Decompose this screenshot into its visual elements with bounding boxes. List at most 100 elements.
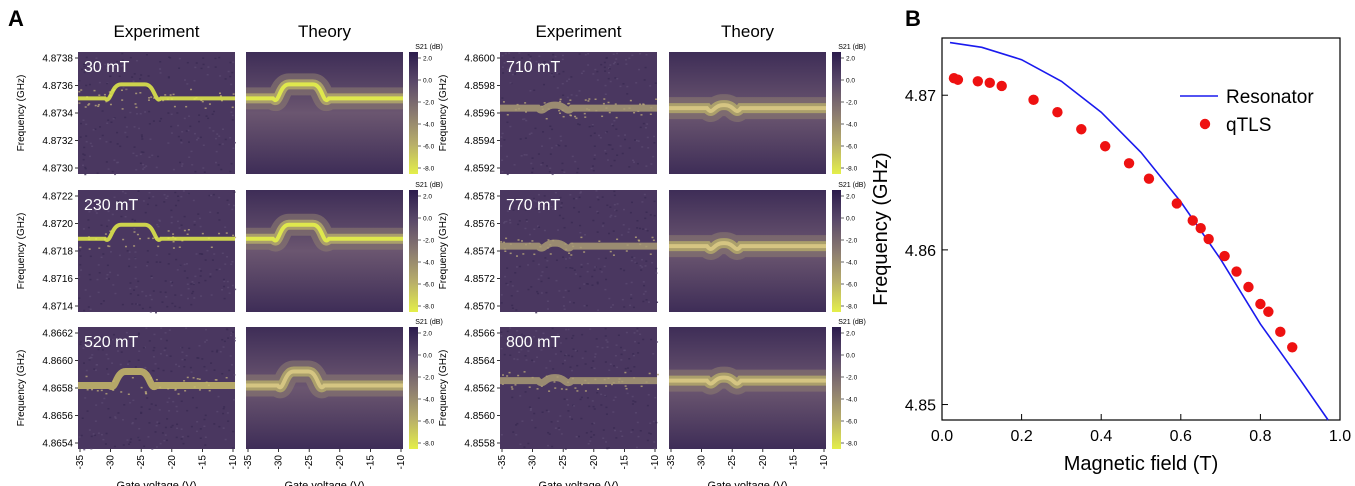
noise-pixel [222,346,225,348]
noise-pixel [562,70,565,73]
noise-pixel [197,213,200,215]
noise-pixel [500,294,503,296]
noise-pixel [210,294,213,296]
noise-pixel [584,390,587,392]
noise-pixel [104,443,107,445]
noise-pixel [603,265,606,268]
colorbar-tick-label: -6.0 [423,282,435,289]
noise-pixel [584,53,587,56]
noise-pixel [106,264,109,267]
noise-pixel [224,438,227,441]
noise-pixel [568,78,571,80]
noise-pixel [223,406,226,408]
noise-pixel [528,233,531,236]
noise-pixel [140,411,143,414]
noise-pixel [193,132,196,135]
noise-pixel [556,72,559,74]
noise-pixel [625,331,628,334]
noise-pixel [223,280,226,283]
noise-pixel [96,172,99,174]
noise-pixel [174,388,177,390]
noise-pixel [220,99,223,102]
noise-pixel [559,342,562,344]
noise-pixel [591,423,594,425]
noise-pixel [634,236,637,238]
noise-pixel [630,281,633,284]
noise-pixel [134,277,137,280]
noise-pixel [549,153,552,155]
noise-pixel [114,292,117,295]
noise-pixel [120,89,123,92]
noise-pixel [655,272,658,274]
noise-pixel [186,283,189,285]
noise-pixel [649,214,652,216]
noise-pixel [82,153,85,155]
qtls-point [1143,173,1155,184]
noise-pixel [195,139,198,141]
noise-pixel [187,129,190,132]
noise-pixel [139,162,142,164]
column-title-experiment-2: Experiment [536,22,622,41]
noise-pixel [90,356,93,359]
noise-pixel [590,367,593,369]
noise-pixel [566,80,569,82]
noise-pixel [165,197,168,200]
legend-qtls-swatch [1199,118,1211,130]
noise-pixel [144,366,147,369]
noise-pixel [513,164,516,166]
noise-pixel [187,288,190,290]
noise-pixel [624,385,627,387]
noise-pixel [118,254,121,257]
noise-pixel [146,261,149,263]
noise-pixel [160,327,163,329]
noise-pixel [129,293,132,295]
noise-pixel [652,155,655,158]
noise-pixel [100,303,103,305]
noise-pixel [642,338,645,341]
noise-pixel [83,448,86,451]
noise-pixel [164,291,167,294]
noise-pixel [152,349,155,352]
noise-pixel [656,341,659,343]
noise-pixel [87,306,90,308]
noise-pixel [563,171,566,174]
noise-pixel [519,443,522,445]
noise-pixel [141,138,144,140]
noise-pixel [170,221,173,224]
noise-pixel [641,146,644,148]
noise-pixel [587,442,590,445]
noise-pixel [137,190,140,192]
noise-pixel [135,303,138,305]
noise-pixel [208,127,211,129]
noise-pixel [513,358,516,360]
noise-pixel [578,196,581,199]
theory-heatmap-2 [246,327,403,449]
noise-pixel [542,344,545,346]
noise-pixel [228,203,231,206]
noise-pixel [89,155,92,158]
noise-pixel [101,348,104,351]
noise-pixel [648,372,651,375]
noise-pixel [195,253,198,255]
experiment-background [78,190,235,312]
noise-pixel [171,281,174,284]
colorbar-title: S21 (dB) [838,44,866,51]
experiment-resonance-band [500,101,657,114]
noise-pixel [165,339,168,342]
noise-pixel [632,353,635,355]
noise-pixel [655,421,658,424]
column-title-theory-3: Theory [721,22,774,41]
noise-pixel [145,327,148,329]
noise-pixel [617,334,620,337]
noise-pixel [525,154,528,156]
noise-pixel [629,370,632,372]
x-tick-label: -20 [167,455,178,470]
noise-pixel [643,284,646,287]
noise-pixel [222,278,225,281]
noise-pixel [136,233,139,236]
noise-pixel [175,258,178,261]
noise-pixel [117,161,120,164]
noise-pixel [190,283,193,285]
qtls-point [1123,158,1135,169]
x-tick-label: -35 [75,455,86,470]
